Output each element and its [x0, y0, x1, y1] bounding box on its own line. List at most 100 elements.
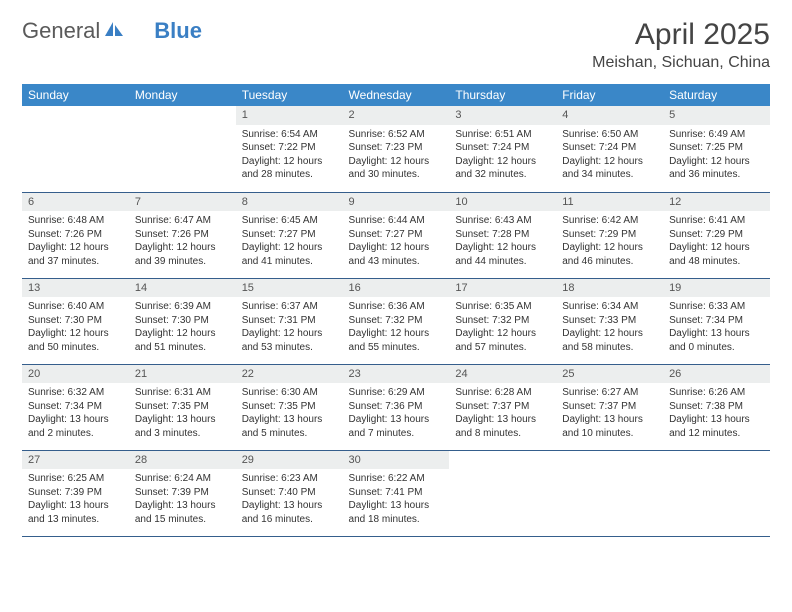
calendar-cell: 5Sunrise: 6:49 AMSunset: 7:25 PMDaylight… — [663, 106, 770, 192]
calendar-cell: 10Sunrise: 6:43 AMSunset: 7:28 PMDayligh… — [449, 192, 556, 278]
header: General Blue April 2025 Meishan, Sichuan… — [22, 18, 770, 72]
weekday-row: SundayMondayTuesdayWednesdayThursdayFrid… — [22, 84, 770, 106]
day-number: 14 — [129, 279, 236, 298]
location: Meishan, Sichuan, China — [592, 54, 770, 72]
day-body: Sunrise: 6:24 AMSunset: 7:39 PMDaylight:… — [129, 469, 236, 529]
day-number: 15 — [236, 279, 343, 298]
logo-word1: General — [22, 18, 100, 44]
day-number: 23 — [343, 365, 450, 384]
day-body: Sunrise: 6:32 AMSunset: 7:34 PMDaylight:… — [22, 383, 129, 443]
calendar-cell: 23Sunrise: 6:29 AMSunset: 7:36 PMDayligh… — [343, 364, 450, 450]
day-body: Sunrise: 6:54 AMSunset: 7:22 PMDaylight:… — [236, 125, 343, 185]
calendar-cell: 14Sunrise: 6:39 AMSunset: 7:30 PMDayligh… — [129, 278, 236, 364]
logo-sail-icon — [104, 20, 124, 43]
day-number: 21 — [129, 365, 236, 384]
day-number: 27 — [22, 451, 129, 470]
day-number: 7 — [129, 193, 236, 212]
day-body: Sunrise: 6:39 AMSunset: 7:30 PMDaylight:… — [129, 297, 236, 357]
calendar-table: SundayMondayTuesdayWednesdayThursdayFrid… — [22, 84, 770, 537]
day-body: Sunrise: 6:52 AMSunset: 7:23 PMDaylight:… — [343, 125, 450, 185]
calendar-cell: 29Sunrise: 6:23 AMSunset: 7:40 PMDayligh… — [236, 450, 343, 536]
day-number: 13 — [22, 279, 129, 298]
day-number: 17 — [449, 279, 556, 298]
calendar-cell: 28Sunrise: 6:24 AMSunset: 7:39 PMDayligh… — [129, 450, 236, 536]
day-number: 9 — [343, 193, 450, 212]
calendar-cell: 26Sunrise: 6:26 AMSunset: 7:38 PMDayligh… — [663, 364, 770, 450]
calendar-cell: 0 — [449, 450, 556, 536]
calendar-cell: 19Sunrise: 6:33 AMSunset: 7:34 PMDayligh… — [663, 278, 770, 364]
calendar-row: 20Sunrise: 6:32 AMSunset: 7:34 PMDayligh… — [22, 364, 770, 450]
logo-word2: Blue — [154, 18, 202, 44]
day-body: Sunrise: 6:37 AMSunset: 7:31 PMDaylight:… — [236, 297, 343, 357]
calendar-row: 001Sunrise: 6:54 AMSunset: 7:22 PMDaylig… — [22, 106, 770, 192]
day-body: Sunrise: 6:51 AMSunset: 7:24 PMDaylight:… — [449, 125, 556, 185]
weekday-header: Thursday — [449, 84, 556, 106]
day-number: 11 — [556, 193, 663, 212]
day-body: Sunrise: 6:33 AMSunset: 7:34 PMDaylight:… — [663, 297, 770, 357]
day-number: 29 — [236, 451, 343, 470]
calendar-cell: 3Sunrise: 6:51 AMSunset: 7:24 PMDaylight… — [449, 106, 556, 192]
day-body: Sunrise: 6:49 AMSunset: 7:25 PMDaylight:… — [663, 125, 770, 185]
day-body: Sunrise: 6:29 AMSunset: 7:36 PMDaylight:… — [343, 383, 450, 443]
day-body: Sunrise: 6:25 AMSunset: 7:39 PMDaylight:… — [22, 469, 129, 529]
day-body: Sunrise: 6:40 AMSunset: 7:30 PMDaylight:… — [22, 297, 129, 357]
calendar-cell: 0 — [663, 450, 770, 536]
day-number: 1 — [236, 106, 343, 125]
calendar-cell: 11Sunrise: 6:42 AMSunset: 7:29 PMDayligh… — [556, 192, 663, 278]
day-number: 20 — [22, 365, 129, 384]
calendar-cell: 8Sunrise: 6:45 AMSunset: 7:27 PMDaylight… — [236, 192, 343, 278]
day-number: 22 — [236, 365, 343, 384]
calendar-cell: 0 — [556, 450, 663, 536]
day-number: 2 — [343, 106, 450, 125]
logo: General Blue — [22, 18, 202, 44]
calendar-cell: 7Sunrise: 6:47 AMSunset: 7:26 PMDaylight… — [129, 192, 236, 278]
weekday-header: Saturday — [663, 84, 770, 106]
day-number: 10 — [449, 193, 556, 212]
calendar-cell: 27Sunrise: 6:25 AMSunset: 7:39 PMDayligh… — [22, 450, 129, 536]
calendar-cell: 15Sunrise: 6:37 AMSunset: 7:31 PMDayligh… — [236, 278, 343, 364]
day-number: 4 — [556, 106, 663, 125]
day-body: Sunrise: 6:50 AMSunset: 7:24 PMDaylight:… — [556, 125, 663, 185]
day-body: Sunrise: 6:28 AMSunset: 7:37 PMDaylight:… — [449, 383, 556, 443]
day-body: Sunrise: 6:26 AMSunset: 7:38 PMDaylight:… — [663, 383, 770, 443]
day-body: Sunrise: 6:36 AMSunset: 7:32 PMDaylight:… — [343, 297, 450, 357]
day-number: 28 — [129, 451, 236, 470]
calendar-cell: 21Sunrise: 6:31 AMSunset: 7:35 PMDayligh… — [129, 364, 236, 450]
calendar-cell: 0 — [22, 106, 129, 192]
day-number: 12 — [663, 193, 770, 212]
title-block: April 2025 Meishan, Sichuan, China — [592, 18, 770, 72]
calendar-body: 001Sunrise: 6:54 AMSunset: 7:22 PMDaylig… — [22, 106, 770, 536]
calendar-cell: 13Sunrise: 6:40 AMSunset: 7:30 PMDayligh… — [22, 278, 129, 364]
day-number: 6 — [22, 193, 129, 212]
calendar-cell: 1Sunrise: 6:54 AMSunset: 7:22 PMDaylight… — [236, 106, 343, 192]
day-number: 19 — [663, 279, 770, 298]
calendar-cell: 24Sunrise: 6:28 AMSunset: 7:37 PMDayligh… — [449, 364, 556, 450]
day-body: Sunrise: 6:31 AMSunset: 7:35 PMDaylight:… — [129, 383, 236, 443]
calendar-cell: 9Sunrise: 6:44 AMSunset: 7:27 PMDaylight… — [343, 192, 450, 278]
day-body: Sunrise: 6:42 AMSunset: 7:29 PMDaylight:… — [556, 211, 663, 271]
calendar-row: 13Sunrise: 6:40 AMSunset: 7:30 PMDayligh… — [22, 278, 770, 364]
day-body: Sunrise: 6:43 AMSunset: 7:28 PMDaylight:… — [449, 211, 556, 271]
day-body: Sunrise: 6:22 AMSunset: 7:41 PMDaylight:… — [343, 469, 450, 529]
weekday-header: Tuesday — [236, 84, 343, 106]
day-number: 24 — [449, 365, 556, 384]
calendar-cell: 18Sunrise: 6:34 AMSunset: 7:33 PMDayligh… — [556, 278, 663, 364]
calendar-cell: 16Sunrise: 6:36 AMSunset: 7:32 PMDayligh… — [343, 278, 450, 364]
day-number: 25 — [556, 365, 663, 384]
calendar-cell: 17Sunrise: 6:35 AMSunset: 7:32 PMDayligh… — [449, 278, 556, 364]
calendar-cell: 2Sunrise: 6:52 AMSunset: 7:23 PMDaylight… — [343, 106, 450, 192]
calendar-head: SundayMondayTuesdayWednesdayThursdayFrid… — [22, 84, 770, 106]
day-number: 16 — [343, 279, 450, 298]
day-body: Sunrise: 6:27 AMSunset: 7:37 PMDaylight:… — [556, 383, 663, 443]
calendar-cell: 12Sunrise: 6:41 AMSunset: 7:29 PMDayligh… — [663, 192, 770, 278]
calendar-cell: 6Sunrise: 6:48 AMSunset: 7:26 PMDaylight… — [22, 192, 129, 278]
day-number: 8 — [236, 193, 343, 212]
calendar-cell: 0 — [129, 106, 236, 192]
day-body: Sunrise: 6:47 AMSunset: 7:26 PMDaylight:… — [129, 211, 236, 271]
day-body: Sunrise: 6:23 AMSunset: 7:40 PMDaylight:… — [236, 469, 343, 529]
weekday-header: Monday — [129, 84, 236, 106]
day-body: Sunrise: 6:44 AMSunset: 7:27 PMDaylight:… — [343, 211, 450, 271]
day-body: Sunrise: 6:35 AMSunset: 7:32 PMDaylight:… — [449, 297, 556, 357]
day-number: 5 — [663, 106, 770, 125]
calendar-cell: 30Sunrise: 6:22 AMSunset: 7:41 PMDayligh… — [343, 450, 450, 536]
